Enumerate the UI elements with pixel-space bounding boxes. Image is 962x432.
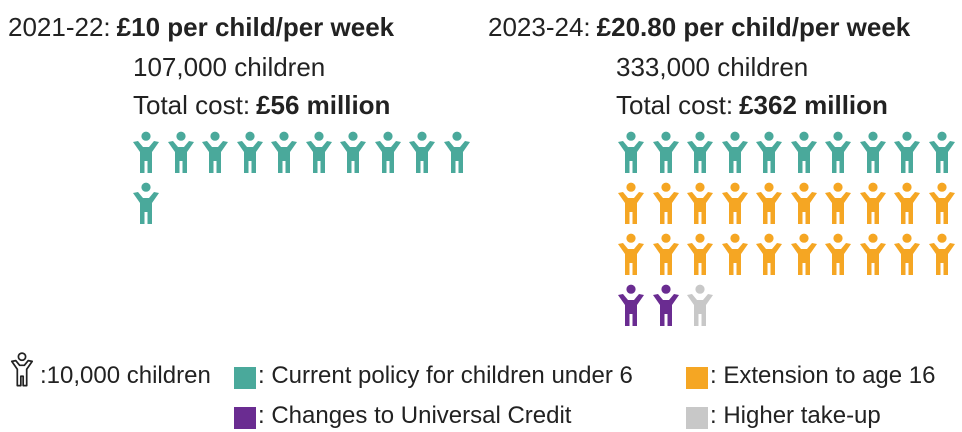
child-icon	[822, 232, 854, 278]
legend-swatch-extension	[686, 367, 708, 389]
child-icon	[753, 181, 785, 227]
children-count-2021-22: 107,000 children	[133, 52, 326, 82]
child-icon	[788, 232, 820, 278]
child-icon	[684, 130, 716, 176]
child-icon	[130, 181, 162, 227]
child-icon	[199, 130, 231, 176]
total-cost-2021-22: Total cost: £56 million	[133, 90, 390, 120]
legend-swatch-higher-takeup	[686, 407, 708, 429]
legend-higher-takeup: : Higher take-up	[710, 402, 881, 429]
child-outline-icon	[8, 352, 36, 393]
child-icon	[130, 130, 162, 176]
child-icon	[615, 283, 647, 329]
legend-universal-credit: : Changes to Universal Credit	[258, 402, 572, 429]
rate-2021-22: £10 per child/per week	[116, 12, 395, 42]
year-label-2021-22: 2021-22: £10 per child/per week	[8, 12, 394, 42]
legend-extension: : Extension to age 16	[710, 362, 936, 389]
child-icon	[857, 130, 889, 176]
child-icon	[891, 181, 923, 227]
child-icon	[753, 232, 785, 278]
legend-swatch-current-policy	[234, 367, 256, 389]
child-icon	[684, 181, 716, 227]
child-icon	[926, 181, 958, 227]
year-label-2023-24: 2023-24: £20.80 per child/per week	[488, 12, 910, 42]
child-icon	[615, 181, 647, 227]
child-icon	[650, 283, 682, 329]
child-icon	[926, 232, 958, 278]
rate-2023-24: £20.80 per child/per week	[596, 12, 911, 42]
child-icon	[857, 181, 889, 227]
child-icon	[684, 283, 716, 329]
period-2021-22: 2021-22:	[8, 12, 111, 42]
child-icon	[753, 130, 785, 176]
period-2023-24: 2023-24:	[488, 12, 591, 42]
child-icon	[406, 130, 438, 176]
legend-current-policy: : Current policy for children under 6	[258, 362, 633, 389]
child-icon	[719, 130, 751, 176]
child-icon	[926, 130, 958, 176]
child-icon	[234, 130, 266, 176]
child-icon	[822, 130, 854, 176]
child-icon	[337, 130, 369, 176]
children-count-2023-24: 333,000 children	[616, 52, 809, 82]
child-icon	[165, 130, 197, 176]
child-icon	[891, 130, 923, 176]
child-icon	[650, 181, 682, 227]
child-icon	[441, 130, 473, 176]
child-icon	[719, 181, 751, 227]
child-icon	[615, 232, 647, 278]
child-icon	[788, 181, 820, 227]
legend-swatch-universal-credit	[234, 407, 256, 429]
child-icon	[615, 130, 647, 176]
child-icon	[857, 232, 889, 278]
child-icon	[650, 232, 682, 278]
legend-unit-label: :10,000 children	[40, 362, 211, 389]
child-icon	[684, 232, 716, 278]
child-icon	[788, 130, 820, 176]
total-cost-2023-24: Total cost: £362 million	[616, 90, 888, 120]
child-icon	[891, 232, 923, 278]
child-icon	[822, 181, 854, 227]
child-icon	[268, 130, 300, 176]
child-icon	[650, 130, 682, 176]
child-icon	[303, 130, 335, 176]
cost-value-2021-22: £56 million	[256, 90, 391, 120]
child-icon	[719, 232, 751, 278]
cost-prefix-2021-22: Total cost:	[133, 90, 251, 120]
cost-value-2023-24: £362 million	[739, 90, 888, 120]
cost-prefix-2023-24: Total cost:	[616, 90, 734, 120]
child-icon	[372, 130, 404, 176]
